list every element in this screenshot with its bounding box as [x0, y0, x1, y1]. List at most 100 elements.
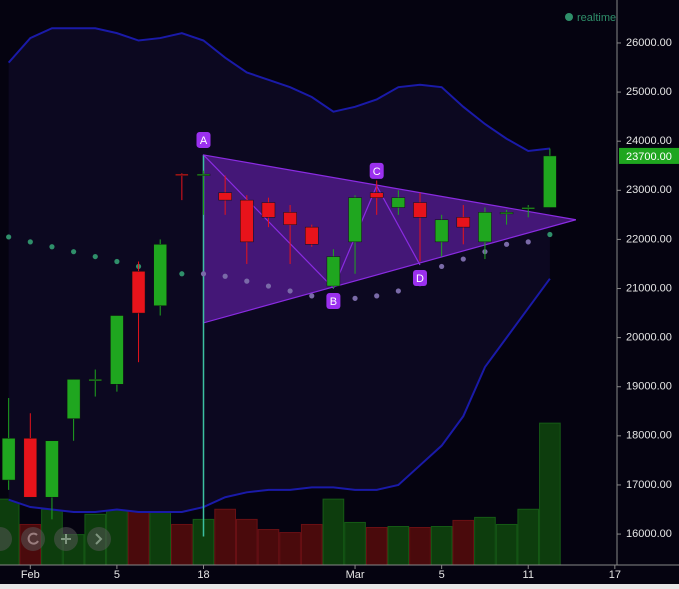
y-tick-label: 18000.00 — [626, 430, 672, 442]
zoom-out-button[interactable] — [0, 527, 12, 551]
candle-body — [434, 219, 449, 243]
sar-dot — [395, 288, 401, 294]
y-tick-label: 16000.00 — [626, 528, 672, 540]
y-tick-label: 25000.00 — [626, 86, 672, 98]
volume-bar — [539, 422, 561, 566]
sar-dot — [114, 258, 120, 265]
volume-bar — [214, 508, 236, 566]
candle-body — [261, 202, 276, 218]
pattern-point-badge — [369, 162, 384, 179]
x-tick-label: Feb — [21, 569, 40, 581]
control-icons — [27, 532, 103, 545]
volume-bar — [387, 525, 410, 566]
zoom-controls — [0, 527, 111, 551]
pattern-point-badge — [196, 131, 211, 148]
plot-area: A B C D — [0, 27, 577, 566]
y-tick-label: 17000.00 — [626, 479, 672, 491]
volume-bar — [517, 508, 540, 566]
status-label: realtime — [577, 12, 616, 24]
pattern-point-badge — [412, 269, 427, 286]
y-tick-label: 23000.00 — [626, 184, 672, 196]
candle-body — [23, 438, 38, 498]
candle-body — [391, 197, 406, 208]
candle-body — [175, 173, 189, 176]
sar-dot — [92, 253, 98, 260]
volume-bar — [474, 516, 496, 566]
y-tick-label: 22000.00 — [626, 233, 672, 245]
sar-dot — [439, 263, 445, 270]
candle-body — [196, 173, 211, 176]
volume-bar — [344, 521, 366, 566]
candle-body — [413, 202, 427, 218]
volume-bar — [409, 527, 431, 566]
candle-body — [1, 438, 16, 481]
candle-body — [88, 379, 103, 382]
pattern-point-label: A — [200, 135, 208, 147]
sar-dot — [547, 231, 553, 238]
y-tick-label: 21000.00 — [626, 282, 672, 294]
scroll-button[interactable] — [87, 527, 111, 551]
volume-bar — [452, 519, 475, 566]
sar-dot — [309, 293, 315, 299]
x-tick-label: Mar — [346, 569, 365, 581]
sar-dot — [222, 273, 228, 279]
candle-body — [153, 244, 167, 306]
sar-dot — [265, 283, 272, 289]
last-price-badge — [619, 147, 679, 164]
x-tick-label: 18 — [197, 569, 209, 581]
y-tick-label: 20000.00 — [626, 332, 672, 344]
reset-button[interactable] — [21, 527, 45, 551]
candle-body — [521, 207, 535, 210]
sar-dot — [503, 241, 510, 247]
sar-dot — [352, 295, 358, 301]
bottom-strip — [0, 584, 679, 589]
volume-bar — [495, 523, 518, 566]
candle-body — [369, 192, 384, 198]
x-tick-label: 11 — [523, 569, 534, 581]
pattern-point-badge — [326, 293, 341, 310]
sar-dot — [71, 249, 77, 255]
candle-body — [543, 155, 557, 208]
candle-body — [348, 197, 362, 243]
volume-bar — [322, 498, 345, 566]
candle-body — [110, 315, 124, 385]
volume-bar — [300, 523, 323, 566]
candle-body — [45, 440, 59, 498]
candle-body — [240, 199, 254, 243]
volume-bar — [171, 523, 193, 566]
sar-dot — [525, 239, 531, 245]
sar-dot — [27, 239, 33, 245]
candle-body — [283, 212, 297, 225]
x-tick-label: 17 — [609, 569, 621, 581]
volume-bar — [430, 525, 453, 566]
candle-body — [131, 271, 146, 314]
candle-body — [218, 192, 232, 201]
sar-dot — [179, 271, 185, 277]
status-dot — [565, 13, 573, 21]
volume-bar — [235, 518, 258, 566]
sar-dot — [6, 234, 12, 240]
pattern-point-label: C — [373, 166, 381, 178]
candle-body — [304, 226, 319, 245]
bollinger-lower — [8, 278, 551, 513]
volume-bar — [279, 532, 301, 566]
sar-dot — [374, 293, 380, 299]
band-fill — [8, 28, 550, 512]
volume-bar — [257, 529, 280, 566]
pattern-point-label: B — [330, 296, 337, 308]
x-tick-label: 5 — [114, 569, 120, 581]
sar-dot — [244, 278, 250, 284]
candle-body — [66, 379, 81, 419]
candle-body — [478, 212, 492, 243]
candle-body — [499, 212, 514, 215]
y-tick-label: 26000.00 — [626, 37, 672, 49]
x-tick-label: 5 — [439, 569, 445, 581]
volume-bar — [127, 503, 150, 566]
sar-dot — [460, 256, 466, 262]
volume-bar — [365, 527, 388, 566]
bollinger-upper — [7, 27, 551, 153]
candle-body — [456, 217, 471, 228]
sar-dot — [200, 271, 207, 277]
last-price-label: 23700.00 — [626, 151, 672, 163]
